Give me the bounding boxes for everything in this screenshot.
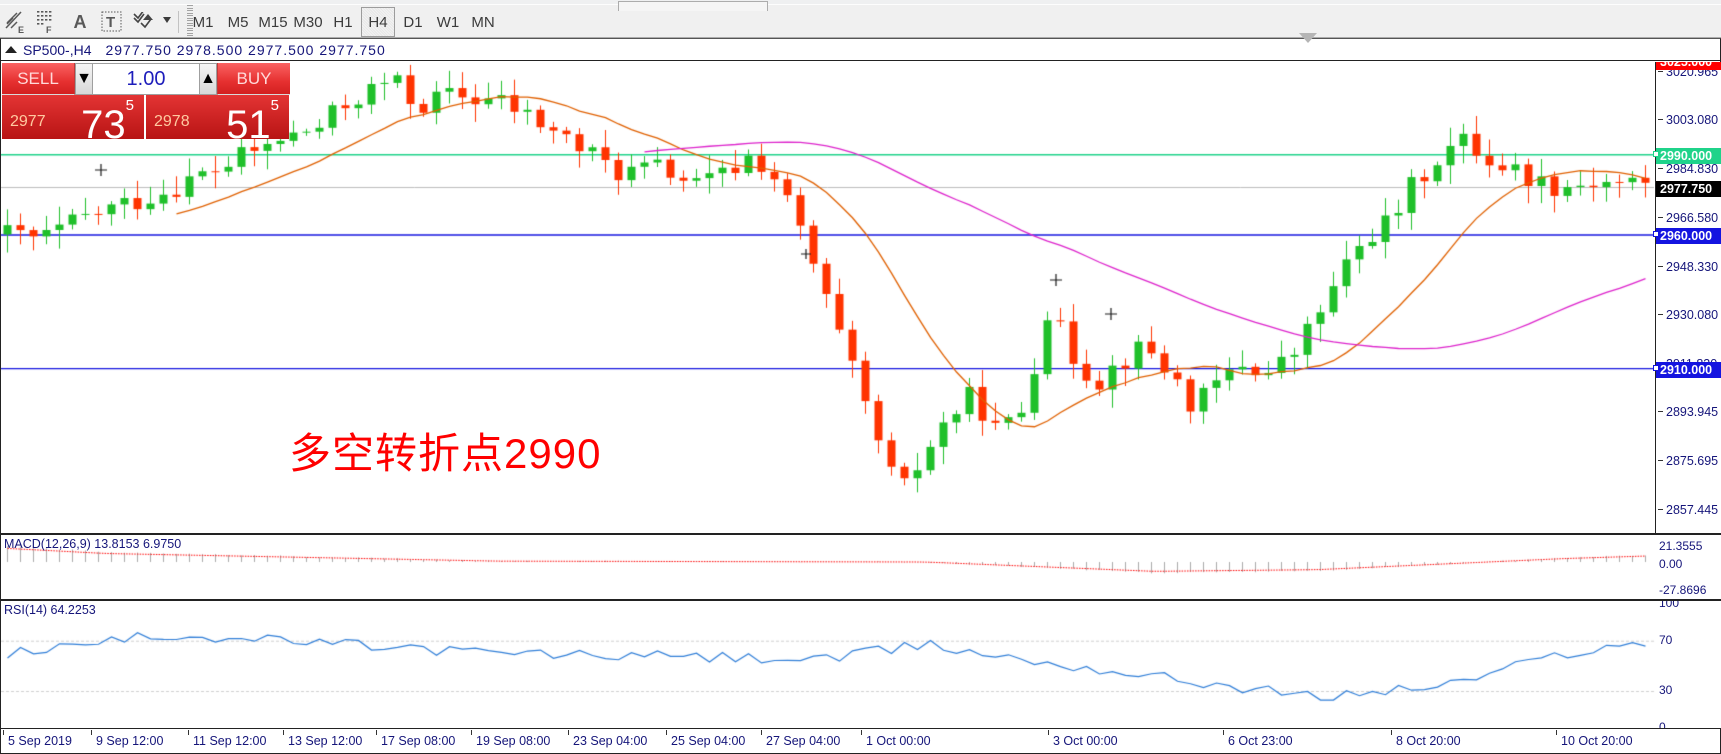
svg-text:T: T <box>106 14 115 31</box>
svg-text:F: F <box>46 25 52 34</box>
svg-text:E: E <box>18 25 24 34</box>
